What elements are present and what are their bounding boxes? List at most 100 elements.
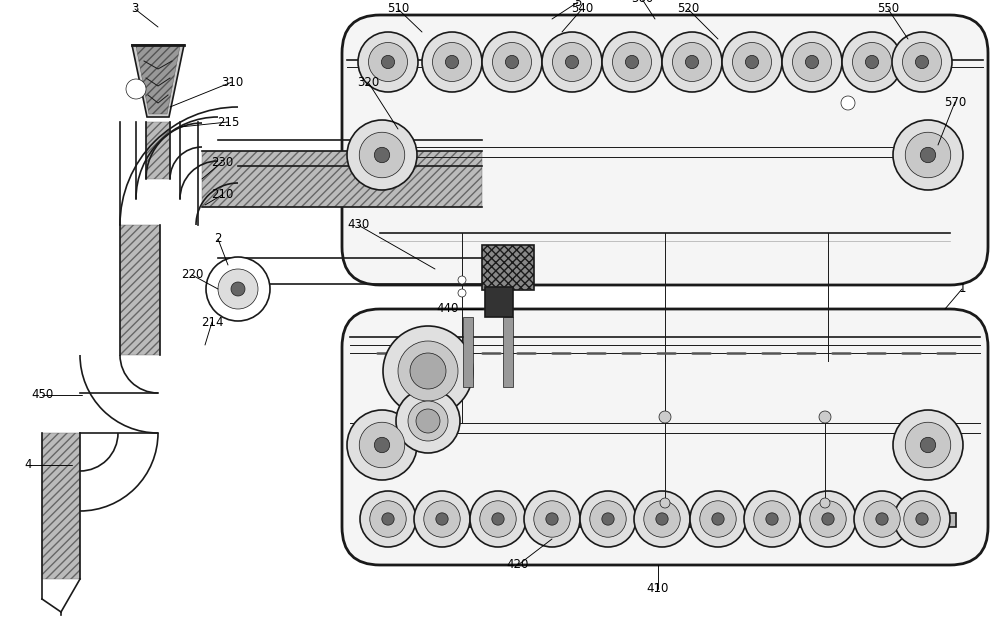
Polygon shape <box>42 433 80 579</box>
Text: 560: 560 <box>631 0 653 6</box>
Circle shape <box>819 411 831 423</box>
Circle shape <box>810 501 846 537</box>
Circle shape <box>422 32 482 92</box>
Circle shape <box>482 32 542 92</box>
Polygon shape <box>132 45 184 117</box>
Text: 220: 220 <box>181 268 203 281</box>
Circle shape <box>383 326 473 416</box>
Circle shape <box>690 491 746 547</box>
Text: 214: 214 <box>201 315 223 328</box>
Circle shape <box>722 32 782 92</box>
Circle shape <box>903 43 942 81</box>
Circle shape <box>416 409 440 433</box>
Circle shape <box>458 289 466 297</box>
Circle shape <box>744 491 800 547</box>
Text: 2: 2 <box>214 233 222 246</box>
Circle shape <box>424 501 460 537</box>
Circle shape <box>904 501 940 537</box>
Circle shape <box>893 410 963 480</box>
Circle shape <box>659 411 671 423</box>
Circle shape <box>480 501 516 537</box>
Circle shape <box>505 56 519 68</box>
Bar <box>485 287 513 317</box>
Circle shape <box>602 32 662 92</box>
Circle shape <box>920 147 936 163</box>
Circle shape <box>382 513 394 525</box>
Text: 4: 4 <box>24 458 32 471</box>
Circle shape <box>920 437 936 453</box>
Circle shape <box>841 96 855 110</box>
Circle shape <box>792 43 831 81</box>
Text: 5: 5 <box>574 0 582 9</box>
Circle shape <box>656 513 668 525</box>
Circle shape <box>822 513 834 525</box>
Text: 210: 210 <box>211 189 233 202</box>
FancyBboxPatch shape <box>342 15 988 285</box>
Circle shape <box>492 513 504 525</box>
Circle shape <box>358 32 418 92</box>
Circle shape <box>894 491 950 547</box>
Polygon shape <box>136 46 180 114</box>
Circle shape <box>754 501 790 537</box>
Circle shape <box>374 437 390 453</box>
Circle shape <box>712 513 724 525</box>
Text: 420: 420 <box>507 558 529 571</box>
Circle shape <box>218 269 258 309</box>
Text: 230: 230 <box>211 155 233 168</box>
Circle shape <box>634 491 690 547</box>
Circle shape <box>916 513 928 525</box>
Bar <box>503 317 513 387</box>
Circle shape <box>359 132 405 178</box>
Text: 520: 520 <box>677 2 699 15</box>
FancyBboxPatch shape <box>342 309 988 565</box>
Circle shape <box>892 32 952 92</box>
Circle shape <box>398 341 458 401</box>
Circle shape <box>905 422 951 468</box>
Text: 1: 1 <box>958 283 966 296</box>
Polygon shape <box>120 225 160 355</box>
Circle shape <box>347 410 417 480</box>
Circle shape <box>672 43 712 81</box>
Circle shape <box>542 32 602 92</box>
Text: 320: 320 <box>357 75 379 88</box>
Text: 310: 310 <box>221 75 243 88</box>
Circle shape <box>685 56 699 68</box>
Text: 550: 550 <box>877 2 899 15</box>
Bar <box>463 317 473 387</box>
Circle shape <box>865 56 879 68</box>
Circle shape <box>905 132 951 178</box>
Circle shape <box>206 257 270 321</box>
Text: 3: 3 <box>131 2 139 15</box>
Circle shape <box>915 56 929 68</box>
Circle shape <box>534 501 570 537</box>
Circle shape <box>766 513 778 525</box>
Circle shape <box>368 43 408 81</box>
Circle shape <box>876 513 888 525</box>
Text: 450: 450 <box>31 389 53 402</box>
Circle shape <box>700 501 736 537</box>
Circle shape <box>782 32 842 92</box>
Text: 440: 440 <box>437 302 459 315</box>
Circle shape <box>893 120 963 190</box>
Polygon shape <box>202 151 482 207</box>
Circle shape <box>602 513 614 525</box>
Circle shape <box>864 501 900 537</box>
Circle shape <box>800 491 856 547</box>
Circle shape <box>458 276 466 284</box>
Circle shape <box>408 401 448 441</box>
Text: 410: 410 <box>647 582 669 595</box>
Circle shape <box>359 422 405 468</box>
Circle shape <box>612 43 652 81</box>
Circle shape <box>565 56 579 68</box>
Circle shape <box>842 32 902 92</box>
Circle shape <box>381 56 395 68</box>
Circle shape <box>662 32 722 92</box>
Circle shape <box>854 491 910 547</box>
Circle shape <box>580 491 636 547</box>
Circle shape <box>436 513 448 525</box>
Bar <box>374 513 956 527</box>
Circle shape <box>347 120 417 190</box>
Circle shape <box>805 56 819 68</box>
Circle shape <box>590 501 626 537</box>
Circle shape <box>524 491 580 547</box>
